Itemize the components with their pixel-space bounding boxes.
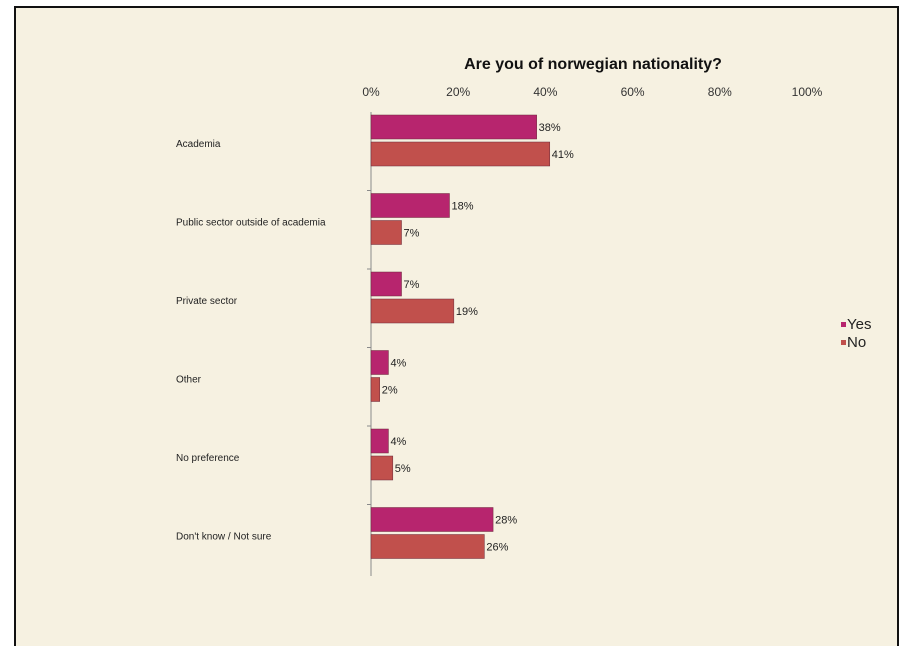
legend-swatch	[841, 340, 846, 345]
x-tick-label: 80%	[708, 85, 732, 99]
category-label: Other	[176, 375, 202, 386]
bar-no	[370, 455, 394, 481]
data-label: 38%	[539, 122, 561, 134]
category-label: Academia	[176, 139, 221, 150]
category-label: No preference	[176, 453, 240, 464]
data-label: 2%	[382, 385, 398, 397]
x-tick-label: 40%	[533, 85, 557, 99]
bar-chart: Are you of norwegian nationality? 0% 20% 4…	[176, 56, 871, 576]
data-label: 7%	[404, 228, 420, 240]
legend-label: No	[847, 334, 866, 351]
bar-yes	[370, 114, 537, 140]
bar-no	[370, 377, 380, 402]
x-tick-label: 20%	[446, 85, 470, 99]
x-tick-label: 60%	[621, 85, 645, 99]
data-label: 28%	[495, 515, 517, 527]
data-label: 26%	[486, 542, 508, 554]
data-label: 4%	[390, 436, 406, 448]
category-label: Don't know / Not sure	[176, 532, 272, 543]
data-label: 7%	[404, 279, 420, 291]
x-tick-label: 100%	[792, 85, 823, 99]
bar-yes	[370, 507, 494, 532]
legend-label: Yes	[847, 316, 871, 333]
data-label: 5%	[395, 463, 411, 475]
data-label: 19%	[456, 306, 478, 318]
data-label: 18%	[451, 201, 473, 213]
bar-no	[370, 141, 551, 167]
bar-no	[370, 534, 485, 559]
data-label: 41%	[552, 149, 574, 161]
bar-no	[370, 298, 455, 324]
bar-yes	[370, 350, 389, 375]
legend-swatch	[841, 322, 846, 327]
category-label: Private sector	[176, 296, 238, 307]
data-label: 4%	[390, 358, 406, 370]
bar-no	[370, 220, 402, 245]
chart-title: Are you of norwegian nationality?	[464, 56, 722, 73]
category-label: Public sector outside of academia	[176, 218, 326, 229]
bar-yes	[370, 193, 450, 218]
chart-frame: Are you of norwegian nationality? 0% 20% 4…	[14, 6, 899, 646]
bar-yes	[370, 271, 402, 297]
bar-yes	[370, 428, 389, 454]
x-tick-label: 0%	[362, 85, 380, 99]
